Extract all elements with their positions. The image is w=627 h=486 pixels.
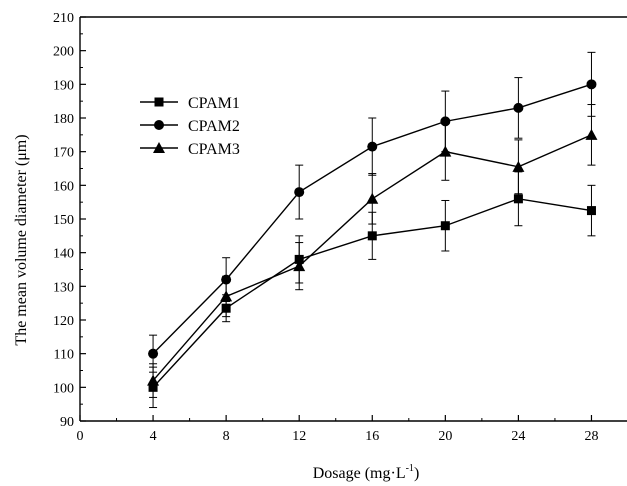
legend-marker bbox=[154, 97, 164, 107]
legend-marker bbox=[153, 142, 165, 153]
legend-item-cpam3: CPAM3 bbox=[140, 141, 240, 158]
y-tick-label: 210 bbox=[53, 11, 74, 26]
y-tick-label: 140 bbox=[53, 247, 74, 262]
y-axis-title: The mean volume diameter (μm) bbox=[13, 134, 30, 345]
y-tick-label: 130 bbox=[53, 280, 74, 295]
x-tick-label: 16 bbox=[365, 429, 379, 444]
data-point bbox=[586, 79, 597, 90]
y-tick-label: 190 bbox=[53, 78, 74, 93]
data-point bbox=[585, 128, 598, 140]
data-point bbox=[148, 348, 159, 359]
ticks: 90 100 110 120 130 140 150 160 170 180 190 200 210 0 4… bbox=[53, 11, 598, 444]
x-axis-title-superscript: -1 bbox=[406, 463, 414, 474]
data-point bbox=[366, 192, 379, 204]
data-point bbox=[586, 206, 596, 216]
y-tick-label: 100 bbox=[53, 381, 74, 396]
y-tick-label: 110 bbox=[54, 348, 74, 363]
y-tick-label: 200 bbox=[53, 45, 74, 60]
legend-label: CPAM3 bbox=[188, 141, 240, 158]
x-axis-title-main: Dosage (mg·L bbox=[313, 465, 406, 482]
x-tick-label: 20 bbox=[438, 429, 452, 444]
x-axis-title-close: ) bbox=[414, 465, 419, 482]
data-point bbox=[294, 187, 305, 198]
data-point bbox=[367, 231, 377, 241]
data-point bbox=[220, 290, 233, 302]
data-point bbox=[367, 141, 378, 152]
data-point bbox=[439, 145, 452, 157]
plot-area bbox=[147, 51, 598, 409]
y-tick-label: 180 bbox=[53, 112, 74, 127]
x-axis-title: Dosage (mg·L-1) bbox=[313, 463, 420, 482]
x-tick-label: 4 bbox=[150, 429, 157, 444]
y-tick-label: 120 bbox=[53, 314, 74, 329]
legend-marker bbox=[154, 120, 164, 130]
y-tick-label: 90 bbox=[60, 415, 74, 430]
data-point bbox=[293, 260, 306, 272]
legend: CPAM1 CPAM2 CPAM3 bbox=[140, 95, 240, 158]
data-point bbox=[147, 374, 160, 386]
data-point bbox=[440, 221, 450, 231]
data-point bbox=[440, 116, 451, 127]
legend-item-cpam2: CPAM2 bbox=[140, 118, 240, 135]
y-tick-label: 170 bbox=[53, 146, 74, 161]
axes bbox=[79, 16, 627, 422]
y-tick-label: 150 bbox=[53, 213, 74, 228]
series-cpam2 bbox=[148, 51, 597, 373]
legend-label: CPAM2 bbox=[188, 118, 240, 135]
series-cpam3 bbox=[147, 104, 598, 398]
x-tick-label: 24 bbox=[511, 429, 525, 444]
x-tick-label: 12 bbox=[292, 429, 306, 444]
x-tick-label: 28 bbox=[584, 429, 598, 444]
data-point bbox=[513, 194, 523, 204]
data-point bbox=[513, 102, 524, 113]
x-tick-label: 8 bbox=[223, 429, 230, 444]
legend-item-cpam1: CPAM1 bbox=[140, 95, 240, 112]
legend-label: CPAM1 bbox=[188, 95, 240, 112]
y-tick-label: 160 bbox=[53, 179, 74, 194]
x-tick-label: 0 bbox=[77, 429, 84, 444]
data-point bbox=[512, 160, 525, 172]
